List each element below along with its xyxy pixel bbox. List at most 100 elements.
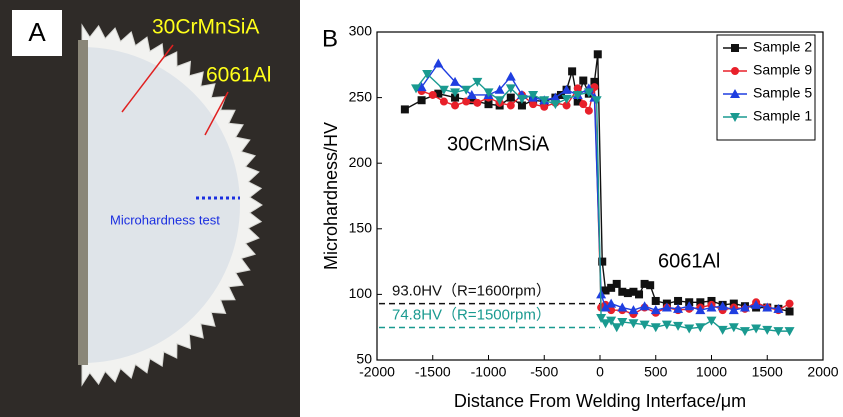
marker <box>428 90 437 99</box>
marker <box>473 98 482 107</box>
marker <box>438 85 449 95</box>
marker <box>506 101 515 110</box>
marker <box>411 84 422 94</box>
marker <box>730 89 740 98</box>
marker <box>579 76 588 85</box>
marker <box>751 299 762 309</box>
marker <box>540 102 549 111</box>
marker <box>517 101 526 110</box>
disc-face <box>82 47 240 363</box>
marker <box>550 92 561 102</box>
marker <box>628 319 639 329</box>
marker <box>606 316 617 326</box>
marker <box>611 323 622 333</box>
marker <box>572 90 583 100</box>
marker <box>466 89 477 99</box>
marker <box>661 320 672 330</box>
reference-label: 74.8HV（R=1500rpm） <box>392 306 551 323</box>
marker <box>640 279 649 288</box>
marker <box>422 69 433 79</box>
material-label: 6061Al <box>206 64 271 87</box>
marker <box>661 302 672 312</box>
marker <box>785 307 794 316</box>
pointer-line <box>121 44 174 113</box>
marker <box>607 306 616 315</box>
x-tick-label: 500 <box>644 364 668 380</box>
annotation: 30CrMnSiA <box>447 133 550 155</box>
marker <box>450 76 461 86</box>
y-tick-label: 150 <box>349 220 373 236</box>
marker <box>439 97 448 106</box>
y-tick-label: 300 <box>349 23 373 39</box>
marker <box>695 305 706 315</box>
marker <box>472 77 483 87</box>
y-tick-label: 100 <box>349 285 373 301</box>
marker <box>762 325 773 335</box>
marker <box>706 316 717 326</box>
marker <box>623 289 632 298</box>
legend-label: Sample 2 <box>753 39 812 55</box>
marker <box>762 302 773 312</box>
marker <box>568 67 577 76</box>
marker <box>451 93 460 102</box>
legend-label: Sample 1 <box>753 108 812 124</box>
x-tick-label: 1000 <box>696 364 727 380</box>
marker <box>484 100 493 109</box>
marker <box>751 324 762 334</box>
marker <box>617 302 628 312</box>
panel-label: A <box>28 17 46 47</box>
marker <box>673 321 684 331</box>
marker <box>562 101 571 110</box>
pointer-line <box>204 91 229 136</box>
marker <box>731 67 739 75</box>
marker <box>601 286 610 295</box>
marker <box>739 327 750 337</box>
marker <box>606 298 617 308</box>
marker <box>629 287 638 296</box>
marker <box>651 296 660 305</box>
marker <box>506 93 515 102</box>
x-tick-label: -500 <box>530 364 558 380</box>
marker <box>400 105 409 114</box>
y-tick-label: 50 <box>356 351 372 367</box>
marker <box>650 305 661 315</box>
marker <box>717 301 728 311</box>
marker <box>494 84 505 94</box>
label-box <box>12 10 62 56</box>
marker <box>785 299 794 308</box>
marker <box>731 44 739 52</box>
marker <box>639 320 650 330</box>
marker <box>584 106 593 115</box>
x-tick-label: -1000 <box>471 364 507 380</box>
marker <box>695 323 706 333</box>
marker <box>505 84 516 94</box>
marker <box>650 323 661 333</box>
annotation: 6061Al <box>658 250 720 272</box>
marker <box>561 94 572 104</box>
marker <box>717 325 728 335</box>
marker <box>618 287 627 296</box>
y-axis-label: Microhardness/HV <box>321 122 341 270</box>
marker <box>467 96 476 105</box>
test-label: Microhardness test <box>110 212 220 227</box>
marker <box>598 257 607 266</box>
photo-panel: A 30CrMnSiA 6061Al Microhardness test <box>0 0 300 417</box>
marker <box>583 88 594 98</box>
marker <box>730 113 740 122</box>
marker <box>550 100 561 110</box>
marker <box>728 305 739 315</box>
marker <box>573 84 582 93</box>
marker <box>451 101 460 110</box>
marker <box>561 84 572 94</box>
marker <box>529 100 538 109</box>
legend-box <box>716 34 816 141</box>
marker <box>416 82 427 92</box>
marker <box>600 302 611 312</box>
x-tick-label: 2000 <box>807 364 838 380</box>
marker <box>684 324 695 334</box>
marker <box>706 302 717 312</box>
marker <box>461 85 472 95</box>
marker <box>600 319 611 329</box>
marker <box>684 301 695 311</box>
marker <box>539 96 550 106</box>
